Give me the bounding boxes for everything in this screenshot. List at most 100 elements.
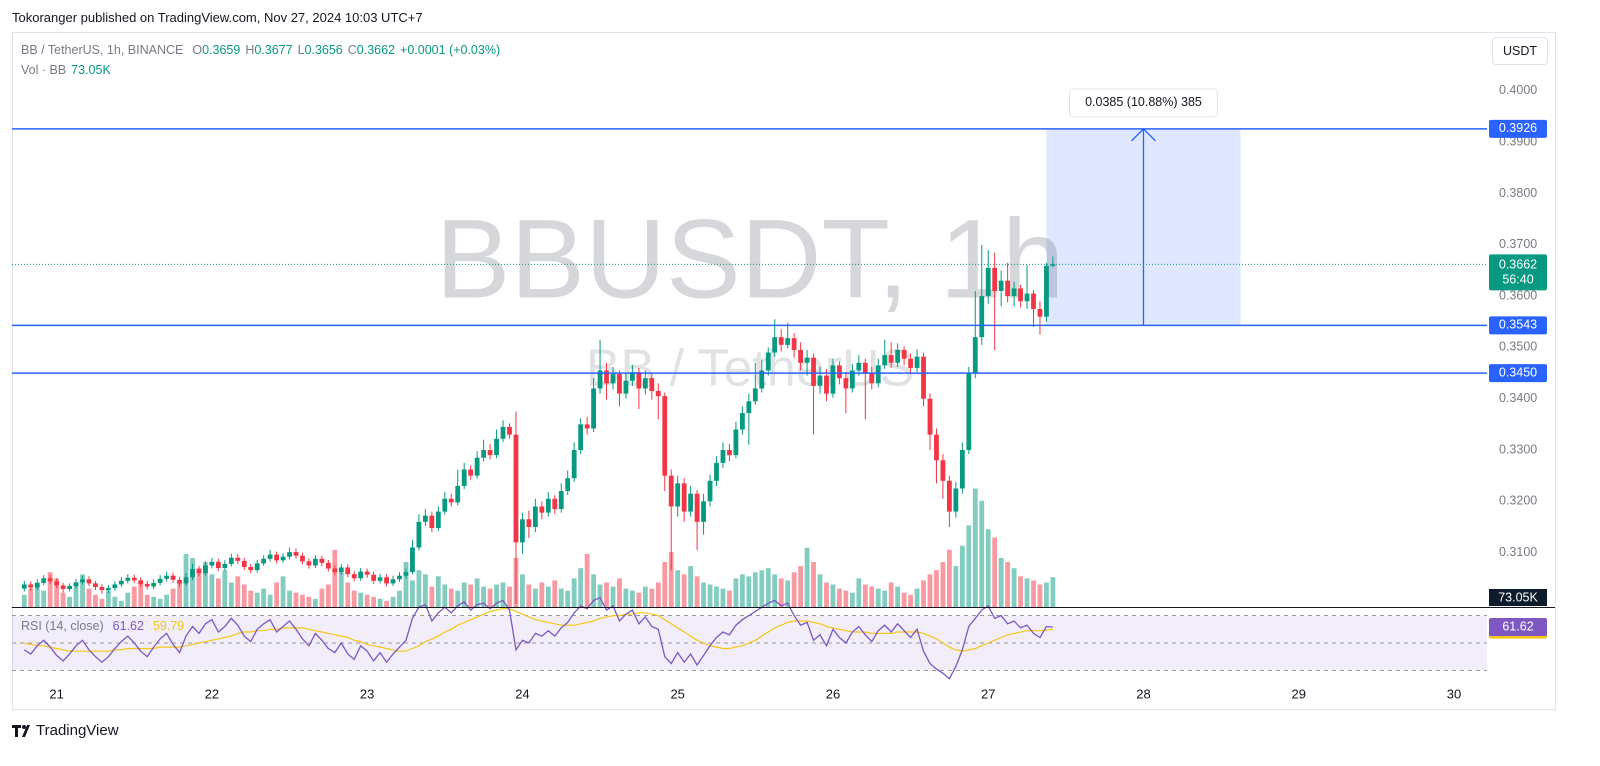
currency-button[interactable]: USDT bbox=[1492, 37, 1548, 65]
candle-body bbox=[791, 338, 797, 350]
volume-bar bbox=[849, 592, 855, 607]
volume-bar bbox=[765, 568, 771, 607]
volume-bar bbox=[138, 580, 144, 607]
candle-body bbox=[332, 568, 338, 573]
volume-bar bbox=[571, 578, 577, 607]
candle-body bbox=[785, 338, 791, 345]
candle-body bbox=[862, 362, 868, 374]
volume-bar bbox=[642, 586, 648, 607]
volume-bar bbox=[895, 586, 901, 607]
volume-bar bbox=[545, 586, 551, 607]
candle-body bbox=[668, 475, 674, 507]
volume-bar bbox=[235, 576, 241, 607]
candle-body bbox=[895, 349, 901, 363]
candle-body bbox=[662, 396, 668, 476]
candle-body bbox=[571, 450, 577, 479]
volume-bar bbox=[914, 588, 920, 607]
y-tick-label: 0.3800 bbox=[1499, 186, 1537, 200]
volume-bar bbox=[591, 574, 596, 607]
candle-body bbox=[636, 372, 642, 389]
volume-bar bbox=[526, 584, 532, 607]
candle-body bbox=[112, 584, 118, 589]
volume-bar bbox=[752, 572, 758, 607]
candle-body bbox=[287, 552, 292, 557]
candle-body bbox=[837, 365, 842, 379]
candle-body bbox=[707, 480, 713, 502]
volume-bar bbox=[785, 580, 791, 607]
volume-bar bbox=[358, 592, 364, 607]
y-tick-label: 0.3700 bbox=[1499, 237, 1537, 251]
volume-bar bbox=[403, 562, 409, 607]
rsi-label-box bbox=[1489, 618, 1547, 637]
candle-body bbox=[138, 580, 144, 584]
candle-body bbox=[947, 480, 952, 512]
y-tick-label: 0.3300 bbox=[1499, 442, 1537, 456]
volume-bar bbox=[985, 529, 991, 607]
volume-bar bbox=[746, 576, 752, 607]
candle-body bbox=[804, 357, 810, 363]
candle-body bbox=[591, 388, 596, 429]
volume-bar bbox=[215, 578, 221, 607]
volume-bar bbox=[345, 582, 351, 607]
x-tick-label: 28 bbox=[1136, 686, 1150, 701]
candle-body bbox=[985, 267, 991, 297]
volume-bar bbox=[532, 588, 538, 607]
volume-bar bbox=[584, 553, 590, 607]
candle-body bbox=[306, 561, 312, 566]
volume-bar bbox=[1005, 562, 1011, 607]
volume-bar bbox=[248, 590, 254, 607]
candle-body bbox=[118, 580, 124, 585]
volume-bar bbox=[882, 590, 888, 607]
volume-bar bbox=[694, 576, 700, 607]
volume-bar bbox=[34, 582, 40, 607]
volume-bar bbox=[1011, 568, 1017, 607]
candle-body bbox=[1011, 288, 1017, 297]
candle-body bbox=[610, 374, 616, 384]
x-tick-label: 29 bbox=[1292, 686, 1306, 701]
candle-body bbox=[300, 555, 305, 562]
candle-body bbox=[338, 567, 344, 573]
candle-body bbox=[73, 582, 79, 586]
volume-bar bbox=[313, 598, 318, 607]
volume-bar bbox=[837, 588, 842, 607]
volume-bar bbox=[727, 590, 732, 607]
candle-body bbox=[500, 426, 506, 439]
candle-body bbox=[817, 375, 823, 386]
volume-bar bbox=[617, 578, 622, 607]
volume-bar bbox=[468, 584, 474, 607]
rsi-ma-value: 59.79 bbox=[152, 619, 185, 633]
y-tick-label: 0.3500 bbox=[1499, 340, 1537, 354]
volume-bar bbox=[261, 588, 267, 607]
publish-header: Tokoranger published on TradingView.com,… bbox=[12, 10, 423, 25]
candle-body bbox=[1018, 288, 1023, 302]
candle-body bbox=[325, 562, 331, 569]
level-label-box bbox=[1489, 316, 1547, 335]
candle-body bbox=[274, 554, 279, 561]
candle-body bbox=[364, 571, 370, 575]
volume-bar bbox=[675, 570, 681, 607]
candle-body bbox=[41, 578, 47, 583]
value: 0.3656 bbox=[304, 43, 343, 57]
volume-bar bbox=[338, 572, 344, 607]
candle-body bbox=[604, 370, 609, 384]
value: 0.3659 bbox=[202, 43, 241, 57]
candle-body bbox=[345, 567, 351, 575]
volume-bar bbox=[112, 596, 118, 607]
volume-bar bbox=[222, 570, 228, 607]
candle-body bbox=[99, 586, 105, 591]
volume-bar bbox=[280, 576, 286, 607]
candle-body bbox=[474, 457, 480, 476]
candle-body bbox=[384, 577, 389, 584]
candle-body bbox=[60, 585, 66, 590]
logo-icon bbox=[12, 725, 30, 737]
volume-legend-value: 73.05K bbox=[71, 63, 111, 77]
volume-bar bbox=[54, 578, 60, 607]
candle-body bbox=[183, 577, 189, 584]
legend-high: H0.3677 bbox=[245, 43, 292, 57]
candle-body bbox=[442, 498, 448, 512]
volume-bar bbox=[992, 537, 998, 607]
candle-body bbox=[254, 563, 260, 571]
volume-bar bbox=[739, 574, 745, 607]
candle-body bbox=[953, 488, 959, 512]
volume-bar bbox=[1037, 584, 1043, 607]
